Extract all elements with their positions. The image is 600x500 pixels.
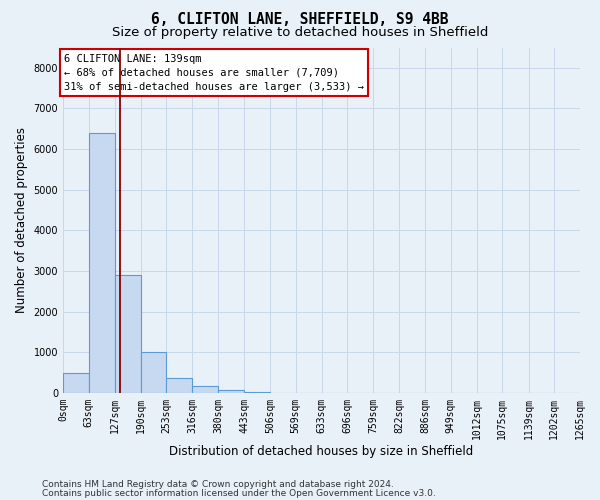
X-axis label: Distribution of detached houses by size in Sheffield: Distribution of detached houses by size … <box>169 444 473 458</box>
Text: Contains public sector information licensed under the Open Government Licence v3: Contains public sector information licen… <box>42 488 436 498</box>
Bar <box>166 378 192 393</box>
Text: Contains HM Land Registry data © Crown copyright and database right 2024.: Contains HM Land Registry data © Crown c… <box>42 480 394 489</box>
Text: 6, CLIFTON LANE, SHEFFIELD, S9 4BB: 6, CLIFTON LANE, SHEFFIELD, S9 4BB <box>151 12 449 28</box>
Bar <box>192 386 218 393</box>
Bar <box>115 275 140 393</box>
Text: 6 CLIFTON LANE: 139sqm
← 68% of detached houses are smaller (7,709)
31% of semi-: 6 CLIFTON LANE: 139sqm ← 68% of detached… <box>64 54 364 92</box>
Bar <box>244 392 270 393</box>
Text: Size of property relative to detached houses in Sheffield: Size of property relative to detached ho… <box>112 26 488 39</box>
Bar <box>140 352 166 393</box>
Bar <box>63 374 89 393</box>
Bar <box>218 390 244 393</box>
Y-axis label: Number of detached properties: Number of detached properties <box>15 127 28 313</box>
Bar <box>89 133 115 393</box>
